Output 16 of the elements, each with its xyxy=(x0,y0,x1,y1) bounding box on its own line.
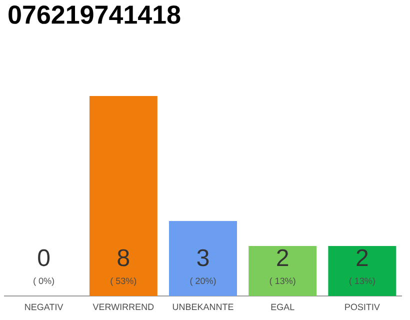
data-label: 2 xyxy=(277,249,288,266)
chart-title: 076219741418 xyxy=(8,6,180,24)
x-tick-label: UNBEKANNTE xyxy=(172,304,234,310)
data-label: 3 xyxy=(197,249,209,266)
annotation: ( 13%) xyxy=(350,277,375,286)
annotation: ( 0%) xyxy=(34,277,54,286)
x-tick-label: POSITIV xyxy=(345,304,380,310)
data-label: 2 xyxy=(356,249,368,266)
annotation: ( 13%) xyxy=(270,277,296,286)
x-tick-label: NEGATIV xyxy=(25,304,64,310)
annotation: ( 53%) xyxy=(110,277,136,286)
x-tick-label: VERWIRREND xyxy=(92,304,154,310)
annotation: ( 20%) xyxy=(190,277,216,286)
data-label: 8 xyxy=(118,249,130,266)
x-tick-label: EGAL xyxy=(271,304,294,310)
data-label: 0 xyxy=(38,249,50,266)
